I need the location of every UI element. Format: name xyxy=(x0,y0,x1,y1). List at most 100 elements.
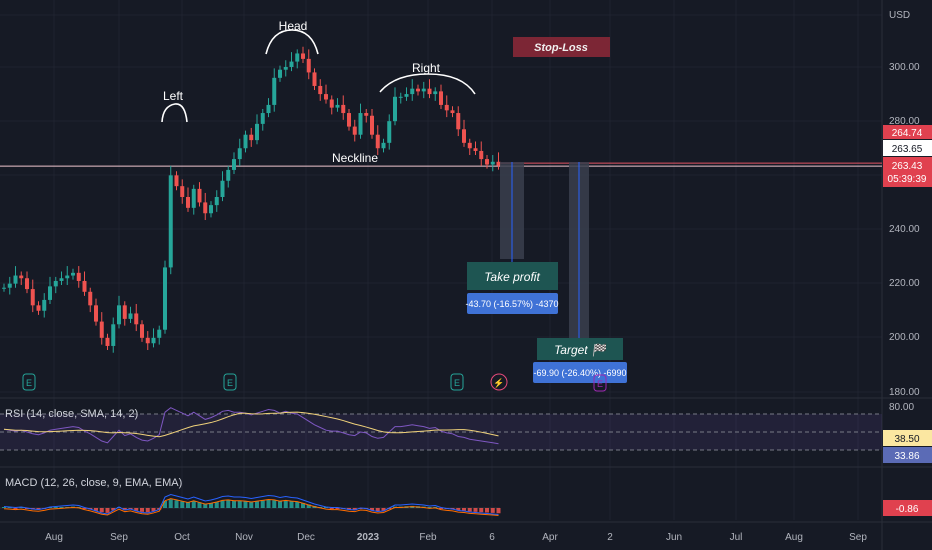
candle xyxy=(479,150,484,160)
target-stats: -69.90 (-26.40%) -6990 xyxy=(533,368,626,378)
head-label: Head xyxy=(279,19,308,33)
candle xyxy=(278,69,282,78)
time-tick: Jun xyxy=(666,532,682,543)
macd-value: -0.86 xyxy=(896,504,919,515)
macd-histogram-bar xyxy=(151,508,156,512)
macd-histogram-bar xyxy=(456,508,461,511)
price-tick: 200.00 xyxy=(889,332,920,343)
candle xyxy=(42,299,47,311)
candle xyxy=(329,99,334,108)
candle xyxy=(393,96,397,122)
rsi-ma-line xyxy=(3,411,499,438)
candle xyxy=(473,148,478,151)
candle xyxy=(94,305,98,322)
earnings-icon xyxy=(22,373,36,391)
macd-line xyxy=(3,493,499,515)
macd-histogram-bar xyxy=(99,508,104,513)
candle xyxy=(249,134,254,141)
candle xyxy=(243,134,248,149)
macd-histogram-bar xyxy=(140,508,144,512)
rsi-value: 38.50 xyxy=(894,434,919,445)
macd-histogram-bar xyxy=(439,508,443,509)
macd-histogram-bar xyxy=(272,500,277,508)
time-tick: Sep xyxy=(110,532,128,543)
take-profit-stats-box xyxy=(467,293,558,314)
head-arc xyxy=(265,29,319,55)
macd-histogram-bar xyxy=(329,508,334,509)
earnings-icon-label: E xyxy=(454,378,460,388)
macd-histogram-bar xyxy=(197,502,202,508)
candle xyxy=(450,110,455,114)
candle xyxy=(122,305,127,319)
macd-histogram-bar xyxy=(306,504,311,508)
macd-histogram-bar xyxy=(289,501,294,508)
left-label: Left xyxy=(163,89,184,103)
candle xyxy=(364,113,369,116)
candle xyxy=(214,197,219,206)
candle xyxy=(444,104,449,111)
candle xyxy=(48,286,52,300)
candle xyxy=(128,313,133,319)
macd-histogram-bar xyxy=(191,501,196,508)
candle xyxy=(71,272,75,276)
candle xyxy=(283,67,288,70)
price-tick: 240.00 xyxy=(889,224,920,235)
time-tick: Dec xyxy=(297,532,315,543)
candle xyxy=(387,121,392,143)
candle xyxy=(255,123,259,141)
rsi-axis-tick: 80.00 xyxy=(889,402,914,413)
target-label: Target 🏁 xyxy=(554,343,608,357)
candle xyxy=(174,175,179,187)
macd-histogram-bar xyxy=(186,502,190,508)
macd-histogram-bar xyxy=(145,508,150,513)
candle xyxy=(439,91,443,105)
macd-histogram-bar xyxy=(375,508,380,512)
macd-signal-line xyxy=(3,498,499,516)
time-tick: Sep xyxy=(849,532,867,543)
rsi-title: RSI (14, close, SMA, 14, 2) xyxy=(5,408,138,420)
candle xyxy=(381,142,386,149)
candle xyxy=(59,278,64,281)
currency-label: USD xyxy=(889,10,910,21)
candle xyxy=(145,337,150,344)
candle xyxy=(134,313,139,325)
macd-histogram-bar xyxy=(232,501,236,508)
time-tick: Aug xyxy=(45,532,63,543)
macd-histogram-bar xyxy=(370,508,374,511)
macd-histogram-bar xyxy=(122,508,127,511)
candle xyxy=(30,289,35,306)
macd-histogram-bar xyxy=(496,508,501,514)
rsi-ma-value: 33.86 xyxy=(894,451,919,462)
candle xyxy=(226,169,231,181)
macd-histogram-bar xyxy=(214,502,219,508)
candle xyxy=(76,272,81,281)
macd-histogram-bar xyxy=(335,508,340,509)
time-tick: 6 xyxy=(489,532,495,543)
candle xyxy=(410,88,415,95)
macd-histogram-bar xyxy=(255,501,259,508)
candle xyxy=(2,287,6,289)
candle xyxy=(82,280,87,292)
price-label-upper: 264.74 xyxy=(892,128,923,139)
macd-histogram-bar xyxy=(352,508,357,511)
stop-loss-label: Stop-Loss xyxy=(534,42,588,54)
price-label-box-current xyxy=(883,140,932,156)
macd-histogram-bar xyxy=(301,503,305,508)
macd-histogram-bar xyxy=(490,508,495,513)
right-shoulder-arc xyxy=(379,73,476,95)
candle xyxy=(237,148,242,160)
candle xyxy=(404,94,409,97)
macd-histogram-bar xyxy=(36,508,41,510)
macd-histogram-bar xyxy=(13,508,18,509)
candle xyxy=(197,188,202,203)
time-tick: Apr xyxy=(542,532,558,543)
candle xyxy=(180,186,185,197)
time-tick: Oct xyxy=(174,532,190,543)
target-stats-box xyxy=(533,362,627,383)
macd-histogram-bar xyxy=(347,508,351,510)
macd-histogram-bar xyxy=(260,500,265,508)
macd-histogram-bar xyxy=(105,508,110,513)
dividend-icon-glyph: ⚡ xyxy=(493,377,504,389)
macd-histogram-bar xyxy=(295,501,300,508)
macd-histogram-bar xyxy=(134,508,139,511)
